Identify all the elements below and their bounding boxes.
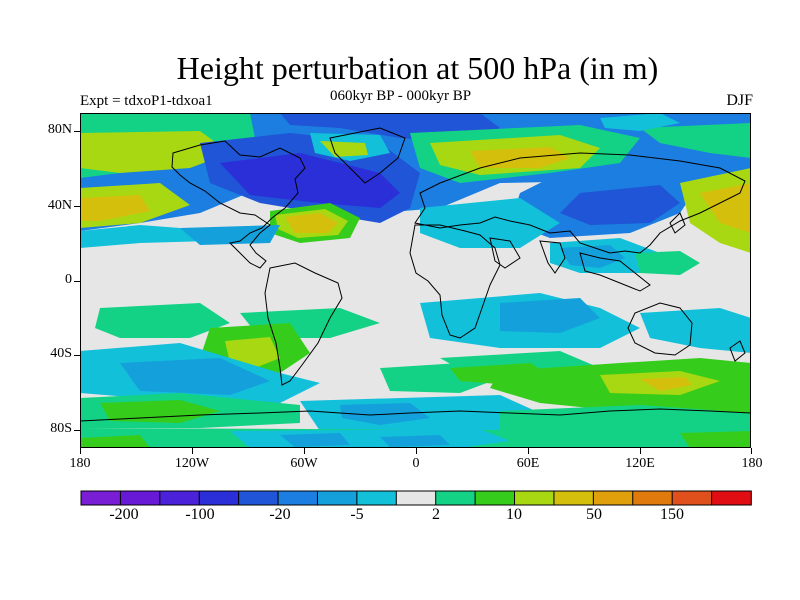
coastline-europe-asia xyxy=(414,152,746,254)
coastline-australia xyxy=(627,302,693,356)
colorbar-swatch xyxy=(474,490,516,506)
field-region xyxy=(640,308,751,353)
lon-label: 180 xyxy=(69,456,91,471)
lat-tick xyxy=(74,355,80,356)
field-region xyxy=(420,198,560,248)
coastline-north-america xyxy=(171,140,306,269)
colorbar xyxy=(80,490,752,506)
lon-label: 120E xyxy=(625,456,655,471)
lat-label: 80S xyxy=(50,421,72,436)
colorbar-swatch xyxy=(277,490,319,506)
colorbar-label: 2 xyxy=(432,506,440,523)
map-border xyxy=(80,113,751,448)
colorbar-swatch xyxy=(671,490,713,506)
field-region xyxy=(120,358,270,395)
field-region xyxy=(80,195,150,221)
field-region xyxy=(285,213,338,233)
field-region xyxy=(220,153,400,208)
plot-title: Height perturbation at 500 hPa (in m) xyxy=(176,50,659,86)
colorbar-label: -5 xyxy=(350,506,364,523)
colorbar-swatch xyxy=(198,490,240,506)
colorbar-label: -20 xyxy=(269,506,291,523)
lat-label: 40N xyxy=(47,198,72,213)
coastline-south-america xyxy=(264,262,343,386)
lat-tick xyxy=(74,206,80,207)
lon-label: 60W xyxy=(290,456,318,471)
lon-label: 180 xyxy=(741,456,763,471)
field-region xyxy=(640,123,751,158)
field-region xyxy=(280,433,350,447)
field-region xyxy=(500,298,600,333)
field-region xyxy=(100,400,220,423)
season-label: DJF xyxy=(726,92,753,109)
colorbar-label: 10 xyxy=(506,506,522,523)
coastline-southeast-asia xyxy=(579,252,651,292)
lat-label: 0 xyxy=(65,272,72,287)
field-region xyxy=(640,377,692,391)
colorbar-swatch xyxy=(80,490,122,506)
colorbar-swatch xyxy=(435,490,476,506)
map-panel xyxy=(80,113,751,448)
colorbar-swatch xyxy=(395,490,437,506)
colorbar-swatch xyxy=(356,490,398,506)
experiment-label: Expt = tdxoP1-tdxoa1 xyxy=(80,93,213,109)
field-region xyxy=(230,429,510,448)
lon-tick xyxy=(640,448,641,454)
coastline-greenland xyxy=(329,127,406,184)
field-region xyxy=(700,183,751,233)
colorbar-swatch xyxy=(316,490,358,506)
lat-label: 80N xyxy=(47,122,72,137)
lat-tick xyxy=(74,131,80,132)
colorbar-label: 50 xyxy=(586,506,602,523)
lat-label: 40S xyxy=(50,346,72,361)
coastlines xyxy=(80,127,751,422)
colorbar-swatch xyxy=(711,490,752,506)
colorbar-swatch xyxy=(592,490,634,506)
field-region xyxy=(560,185,680,225)
field-region xyxy=(680,431,751,448)
lon-tick xyxy=(192,448,193,454)
lon-tick xyxy=(528,448,529,454)
field-region xyxy=(80,435,150,448)
lon-tick xyxy=(751,448,752,454)
lon-tick xyxy=(80,448,81,454)
coastline-india xyxy=(539,240,566,274)
colorbar-swatch xyxy=(553,490,595,506)
colorbar-label: -100 xyxy=(185,506,215,523)
coastline-antarctica xyxy=(80,408,751,422)
colorbar-swatch xyxy=(632,490,673,506)
map-svg xyxy=(80,113,751,448)
colorbar-swatch xyxy=(119,490,161,506)
coastline-japan xyxy=(669,212,686,234)
lon-label: 0 xyxy=(412,456,420,471)
coastline-africa xyxy=(409,224,501,339)
colorbar-label: 150 xyxy=(660,506,684,523)
lon-tick xyxy=(416,448,417,454)
coastline-new-zealand xyxy=(729,340,746,362)
coastline-arabia xyxy=(489,237,521,269)
field-region xyxy=(635,251,700,275)
lon-tick xyxy=(304,448,305,454)
lon-label: 120W xyxy=(174,456,210,471)
field-region xyxy=(600,113,680,131)
lat-tick xyxy=(74,430,80,431)
field-region xyxy=(80,131,230,173)
lon-label: 60E xyxy=(516,456,540,471)
field-region xyxy=(95,303,230,338)
colorbar-label: -200 xyxy=(109,506,139,523)
lat-tick xyxy=(74,281,80,282)
field-region xyxy=(380,435,450,447)
colorbar-swatch xyxy=(159,490,201,506)
colorbar-swatch xyxy=(514,490,555,506)
field-region xyxy=(225,337,280,368)
colorbar-swatch xyxy=(238,490,279,506)
plot-subtitle: 060kyr BP - 000kyr BP xyxy=(330,88,472,104)
field-region xyxy=(180,225,280,245)
